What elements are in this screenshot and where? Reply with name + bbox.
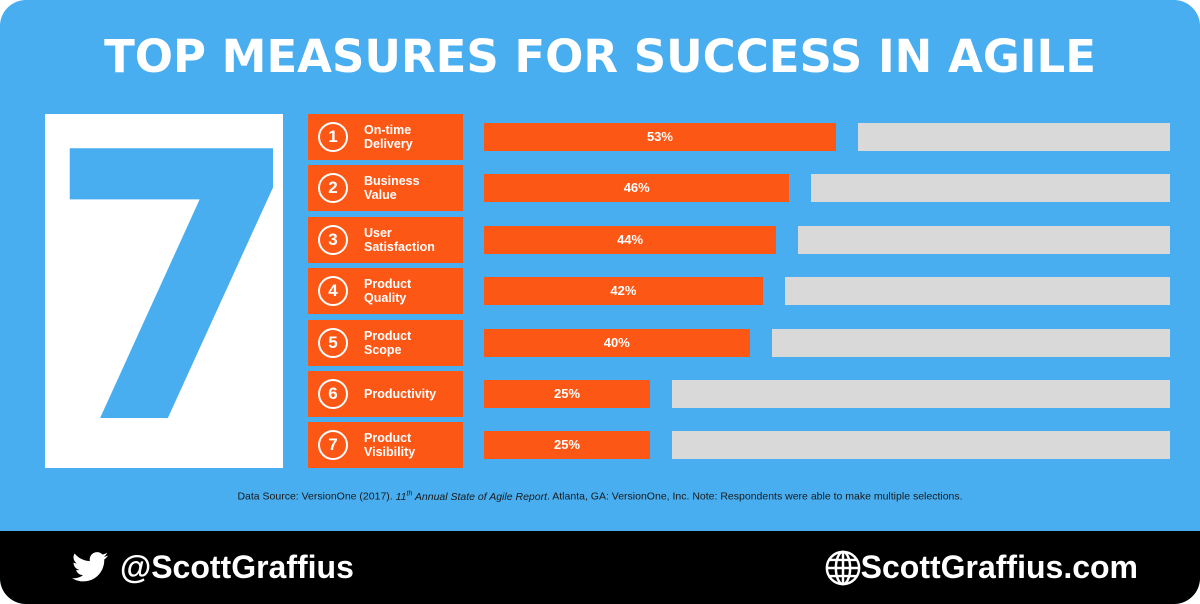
category-label: Business Value bbox=[364, 165, 463, 211]
category-label-box: 1 On-time Delivery bbox=[308, 114, 463, 160]
source-title-pre: 11 bbox=[395, 490, 407, 503]
source-title-sup: th bbox=[406, 490, 413, 497]
chart-row: 1 On-time Delivery 53% bbox=[308, 114, 1170, 160]
chart-row: 7 Product Visibility 25% bbox=[308, 422, 1170, 469]
remainder-bar bbox=[672, 380, 1170, 408]
bar-value-label: 25% bbox=[553, 437, 581, 453]
category-label-box: 4 Product Quality bbox=[308, 268, 463, 315]
big-number-panel: 7 bbox=[45, 96, 302, 486]
twitter-handle[interactable]: @ScottGraffius bbox=[120, 549, 354, 585]
remainder-bar bbox=[811, 174, 1170, 203]
bar-value-label: 44% bbox=[617, 231, 644, 247]
rank-badge: 1 bbox=[318, 122, 348, 152]
category-label-box: 5 Product Scope bbox=[308, 319, 463, 366]
category-label-line: Productivity bbox=[364, 387, 437, 401]
category-label-line: On-time bbox=[364, 123, 412, 137]
source-suffix: . Atlanta, GA: VersionOne, Inc. Note: Re… bbox=[547, 490, 963, 503]
remainder-bar bbox=[771, 328, 1170, 357]
chart-bar: 53% bbox=[484, 123, 836, 151]
bar-value-label: 25% bbox=[553, 386, 581, 401]
chart-bar: 42% bbox=[484, 277, 763, 306]
category-label: User Satisfaction bbox=[364, 217, 463, 263]
rank-badge: 5 bbox=[318, 327, 348, 358]
chart-row: 2 Business Value 46% bbox=[308, 165, 1170, 212]
chart-bar: 25% bbox=[484, 380, 650, 408]
chart-row: 3 User Satisfaction 44% bbox=[308, 216, 1170, 263]
footer-bar: @ScottGraffius ScottGraffius.com bbox=[0, 531, 1200, 604]
category-label-line: Value bbox=[364, 188, 397, 203]
category-label-line: Product bbox=[364, 431, 412, 446]
chart-bar: 44% bbox=[484, 225, 777, 254]
category-label-line: Product bbox=[364, 328, 412, 343]
remainder-bar bbox=[672, 431, 1170, 460]
remainder-bar bbox=[784, 277, 1170, 306]
remainder-bar bbox=[798, 225, 1170, 254]
website-link[interactable]: ScottGraffius.com bbox=[860, 549, 1138, 585]
category-label-line: Scope bbox=[364, 342, 402, 357]
category-label-line: Product bbox=[364, 277, 412, 292]
remainder-bar bbox=[857, 123, 1170, 151]
category-label-line: Visibility bbox=[364, 445, 416, 460]
category-label: Product Quality bbox=[364, 268, 463, 314]
rank-badge: 2 bbox=[318, 173, 348, 204]
source-prefix: Data Source: VersionOne (2017). bbox=[237, 490, 396, 503]
chart-bar: 40% bbox=[484, 328, 750, 357]
category-label-line: Satisfaction bbox=[364, 239, 435, 254]
bar-value-label: 40% bbox=[603, 334, 630, 350]
category-label: Product Scope bbox=[364, 320, 463, 366]
category-label-box: 3 User Satisfaction bbox=[308, 216, 463, 263]
chart-row: 5 Product Scope 40% bbox=[308, 319, 1170, 366]
bar-value-label: 42% bbox=[610, 283, 637, 299]
data-source-note: Data Source: VersionOne (2017). 11th Ann… bbox=[0, 490, 1200, 503]
chart-bar: 46% bbox=[484, 174, 790, 203]
category-label-box: 7 Product Visibility bbox=[308, 422, 463, 469]
rank-badge: 6 bbox=[318, 379, 348, 409]
category-label-line: Business bbox=[364, 174, 420, 189]
chart-row: 6 Productivity 25% bbox=[308, 371, 1170, 417]
source-title-post: Annual State of Agile Report bbox=[412, 490, 547, 503]
category-label-box: 2 Business Value bbox=[308, 165, 463, 212]
category-label: On-time Delivery bbox=[364, 114, 463, 160]
rank-badge: 4 bbox=[318, 276, 348, 307]
category-label-box: 6 Productivity bbox=[308, 371, 463, 417]
bar-value-label: 53% bbox=[646, 129, 673, 144]
category-label: Product Visibility bbox=[364, 422, 463, 468]
globe-icon bbox=[825, 550, 861, 586]
page-title: TOP MEASURES FOR SUCCESS IN AGILE bbox=[104, 30, 1096, 83]
chart-row: 4 Product Quality 42% bbox=[308, 268, 1170, 315]
chart-bar: 25% bbox=[484, 431, 650, 460]
bar-value-label: 46% bbox=[623, 180, 650, 196]
category-label: Productivity bbox=[364, 371, 463, 417]
rank-badge: 7 bbox=[318, 430, 348, 461]
category-label-line: Delivery bbox=[364, 137, 413, 151]
category-label-line: Quality bbox=[364, 291, 407, 306]
twitter-bird-icon[interactable] bbox=[72, 552, 108, 582]
category-label-line: User bbox=[364, 225, 392, 240]
big-number: 7 bbox=[45, 76, 303, 506]
rank-badge: 3 bbox=[318, 224, 348, 255]
